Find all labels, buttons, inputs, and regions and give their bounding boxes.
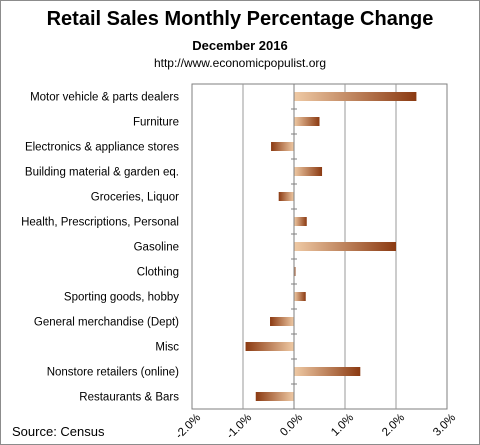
category-label: Electronics & appliance stores (25, 142, 179, 154)
chart-title: Retail Sales Monthly Percentage Change (46, 8, 434, 30)
chart-subtitle: December 2016 (192, 38, 288, 53)
category-label: General merchandise (Dept) (34, 317, 179, 329)
bar (294, 267, 296, 276)
category-label: Groceries, Liquor (91, 192, 179, 204)
category-label: Clothing (137, 267, 179, 279)
category-label: Motor vehicle & parts dealers (30, 92, 179, 104)
category-label: Sporting goods, hobby (64, 292, 179, 304)
bar (270, 317, 294, 326)
x-tick-label: 2.0% (380, 412, 407, 439)
category-label: Nonstore retailers (online) (47, 367, 179, 379)
x-tick-label: 1.0% (329, 412, 356, 439)
category-label: Misc (155, 342, 179, 354)
x-tick-label: -1.0% (224, 412, 254, 442)
x-tick-label: 0.0% (278, 412, 305, 439)
category-label: Gasoline (134, 242, 179, 254)
bar (255, 392, 294, 401)
category-label: Health, Prescriptions, Personal (21, 217, 179, 229)
category-label: Building material & garden eq. (25, 167, 179, 179)
bar (294, 167, 323, 176)
bar (294, 367, 361, 376)
category-label: Furniture (133, 117, 179, 129)
bar (278, 192, 294, 201)
plot-area (191, 83, 448, 410)
bar (294, 92, 417, 101)
category-label: Restaurants & Bars (79, 392, 179, 404)
source-url: http://www.economicpopulist.org (153, 56, 327, 70)
bar (271, 142, 294, 151)
bar (294, 292, 306, 301)
bar (294, 217, 307, 226)
bar (294, 242, 396, 251)
source-note: Source: Census (12, 424, 105, 439)
bar (245, 342, 294, 351)
bar (294, 117, 320, 126)
x-tick-label: -2.0% (173, 412, 203, 442)
x-tick-label: 3.0% (431, 412, 458, 439)
